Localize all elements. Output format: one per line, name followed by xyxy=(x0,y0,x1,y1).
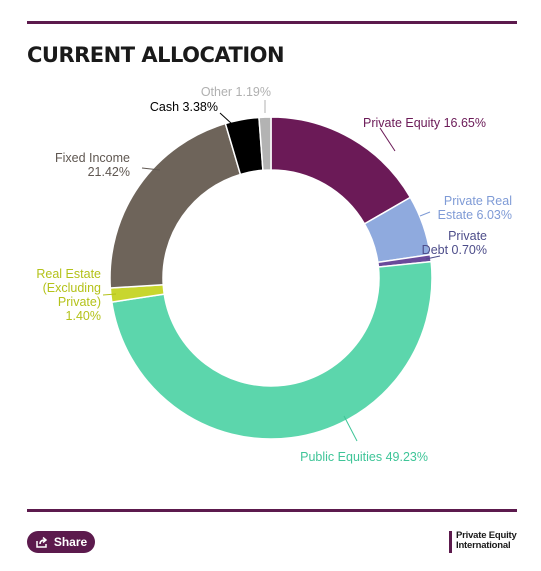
brand-bar xyxy=(449,531,452,553)
leader-cash xyxy=(219,112,233,125)
leader-private-debt xyxy=(425,255,441,260)
label-fixed-income: Fixed Income 21.42% xyxy=(55,151,130,179)
slice-fixed-income[interactable] xyxy=(109,122,242,289)
label-line: Private Real xyxy=(444,194,512,208)
label-line: Other 1.19% xyxy=(201,85,271,99)
slice-private-equity[interactable] xyxy=(270,116,412,225)
top-rule xyxy=(27,21,517,24)
label-line: Debt 0.70% xyxy=(422,243,487,257)
slice-labels: Private Equity 16.65% Private Real Estate … xyxy=(36,85,512,464)
label-line: 1.40% xyxy=(66,309,101,323)
brand-text: Private Equity International xyxy=(456,531,517,553)
brand-line-1: Private Equity xyxy=(456,530,517,541)
label-line: 21.42% xyxy=(88,165,130,179)
share-icon xyxy=(36,536,47,548)
slice-public-equities[interactable] xyxy=(110,260,433,440)
label-other: Other 1.19% xyxy=(201,85,271,99)
bottom-rule xyxy=(27,509,517,512)
label-leaders xyxy=(102,100,441,442)
label-line: Cash 3.38% xyxy=(150,100,218,114)
label-line: Private xyxy=(448,229,487,243)
donut-chart: Private Equity 16.65% Private Real Estate … xyxy=(36,85,512,464)
leader-real-estate-excluding-private xyxy=(102,293,117,296)
label-line: Estate 6.03% xyxy=(438,208,512,222)
slice-other[interactable] xyxy=(258,116,272,172)
leader-fixed-income xyxy=(141,167,161,171)
label-private-real-estate: Private Real Estate 6.03% xyxy=(438,194,512,222)
label-line: Private) xyxy=(58,295,101,309)
label-line: Real Estate xyxy=(36,267,101,281)
share-label: Share xyxy=(53,535,88,549)
label-cash: Cash 3.38% xyxy=(150,100,218,114)
label-line: (Excluding xyxy=(43,281,101,295)
label-line: Public Equities 49.23% xyxy=(300,450,428,464)
label-private-debt: Private Debt 0.70% xyxy=(422,229,487,257)
label-line: Private Equity 16.65% xyxy=(363,116,486,130)
leader-public-equities xyxy=(343,415,358,442)
chart-title: CURRENT ALLOCATION xyxy=(27,43,285,67)
leader-private-real-estate xyxy=(419,211,431,217)
label-private-equity: Private Equity 16.65% xyxy=(363,116,486,130)
label-line: Fixed Income xyxy=(55,151,130,165)
leader-private-equity xyxy=(379,127,396,152)
share-button[interactable]: Share xyxy=(27,531,95,553)
label-real-estate-excluding-private: Real Estate (Excluding Private) 1.40% xyxy=(36,267,101,323)
label-public-equities: Public Equities 49.23% xyxy=(300,450,428,464)
brand-line-2: International xyxy=(456,540,511,551)
donut-slices xyxy=(109,116,433,440)
brand-logo[interactable]: Private Equity International xyxy=(449,531,517,553)
